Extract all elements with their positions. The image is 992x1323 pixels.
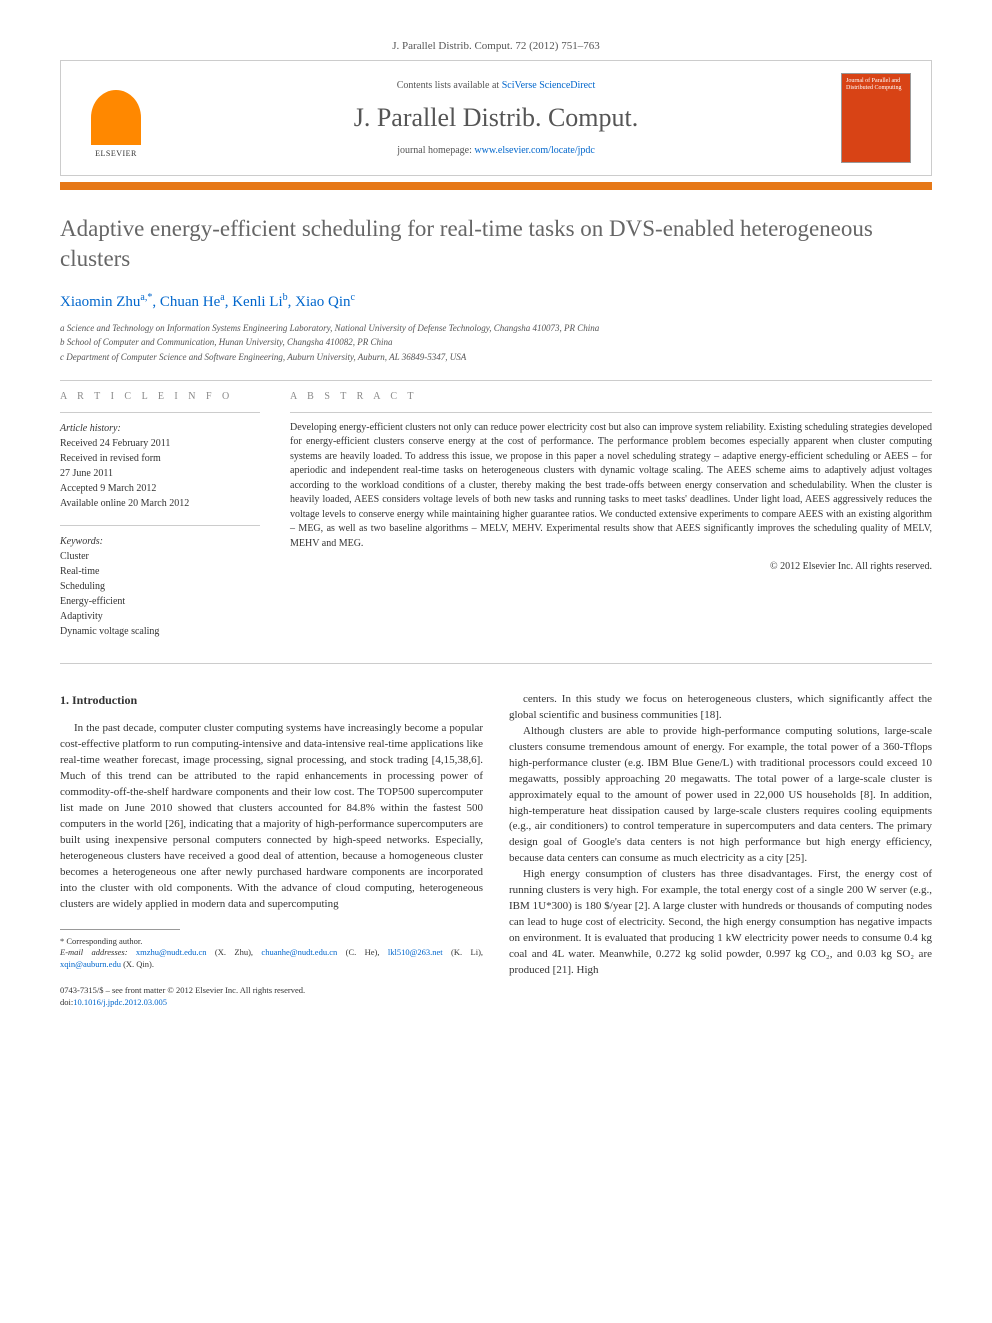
- history-label: Article history:: [60, 421, 260, 436]
- divider-line: [60, 663, 932, 664]
- footnotes-block: * Corresponding author. E-mail addresses…: [60, 936, 483, 972]
- history-line: Accepted 9 March 2012: [60, 481, 260, 496]
- keyword: Energy-efficient: [60, 594, 260, 609]
- affiliations-block: a Science and Technology on Information …: [60, 321, 932, 364]
- homepage-link[interactable]: www.elsevier.com/locate/jpdc: [474, 145, 594, 156]
- email-addresses-line: E-mail addresses: xmzhu@nudt.edu.cn (X. …: [60, 947, 483, 971]
- keyword: Cluster: [60, 549, 260, 564]
- contents-prefix: Contents lists available at: [397, 80, 502, 91]
- abstract-copyright: © 2012 Elsevier Inc. All rights reserved…: [290, 561, 932, 572]
- left-column: 1. Introduction In the past decade, comp…: [60, 692, 483, 1009]
- journal-header: ELSEVIER Contents lists available at Sci…: [60, 60, 932, 176]
- keywords-block: Keywords: Cluster Real-time Scheduling E…: [60, 525, 260, 639]
- corresponding-author-note: * Corresponding author.: [60, 936, 483, 948]
- front-matter-line: 0743-7315/$ – see front matter © 2012 El…: [60, 985, 483, 997]
- body-paragraph: centers. In this study we focus on heter…: [509, 692, 932, 724]
- keyword: Dynamic voltage scaling: [60, 624, 260, 639]
- right-column: centers. In this study we focus on heter…: [509, 692, 932, 1009]
- header-center: Contents lists available at SciVerse Sci…: [151, 80, 841, 156]
- affiliation-line: a Science and Technology on Information …: [60, 321, 932, 335]
- email-who: (X. Zhu): [215, 947, 251, 957]
- affiliation-line: b School of Computer and Communication, …: [60, 335, 932, 349]
- author-affil-sup: c: [351, 292, 355, 303]
- author-name[interactable]: Chuan He: [160, 294, 220, 310]
- body-paragraph: High energy consumption of clusters has …: [509, 867, 932, 979]
- body-paragraph: Although clusters are able to provide hi…: [509, 724, 932, 867]
- keywords-label: Keywords:: [60, 534, 260, 549]
- abstract-heading: A B S T R A C T: [290, 391, 932, 402]
- homepage-line: journal homepage: www.elsevier.com/locat…: [171, 145, 821, 156]
- body-paragraph: In the past decade, computer cluster com…: [60, 721, 483, 912]
- contents-available-line: Contents lists available at SciVerse Sci…: [171, 80, 821, 91]
- author-affil-sup: a: [220, 292, 224, 303]
- email-label: E-mail addresses:: [60, 947, 128, 957]
- keyword: Adaptivity: [60, 609, 260, 624]
- elsevier-logo: ELSEVIER: [81, 78, 151, 158]
- keyword: Real-time: [60, 564, 260, 579]
- doi-link[interactable]: 10.1016/j.jpdc.2012.03.005: [73, 997, 167, 1007]
- author-name[interactable]: Kenli Li: [232, 294, 282, 310]
- affiliation-line: c Department of Computer Science and Sof…: [60, 350, 932, 364]
- journal-cover-thumbnail: Journal of Parallel and Distributed Comp…: [841, 73, 911, 163]
- article-info-column: A R T I C L E I N F O Article history: R…: [60, 391, 260, 653]
- email-link[interactable]: lkl510@263.net: [388, 947, 443, 957]
- article-history-block: Article history: Received 24 February 20…: [60, 412, 260, 511]
- article-info-heading: A R T I C L E I N F O: [60, 391, 260, 402]
- author-list: Xiaomin Zhua,*, Chuan Hea, Kenli Lib, Xi…: [60, 292, 932, 311]
- email-who: (X. Qin): [123, 959, 152, 969]
- author-name[interactable]: Xiaomin Zhu: [60, 294, 140, 310]
- keyword: Scheduling: [60, 579, 260, 594]
- email-link[interactable]: xmzhu@nudt.edu.cn: [136, 947, 207, 957]
- abstract-text: Developing energy-efficient clusters not…: [290, 412, 932, 552]
- history-line: Received 24 February 2011: [60, 436, 260, 451]
- abstract-column: A B S T R A C T Developing energy-effici…: [290, 391, 932, 653]
- citation-line: J. Parallel Distrib. Comput. 72 (2012) 7…: [60, 40, 932, 52]
- doi-prefix: doi:: [60, 997, 73, 1007]
- homepage-prefix: journal homepage:: [397, 145, 474, 156]
- doi-block: 0743-7315/$ – see front matter © 2012 El…: [60, 985, 483, 1009]
- section-1-heading: 1. Introduction: [60, 692, 483, 709]
- doi-line: doi:10.1016/j.jpdc.2012.03.005: [60, 997, 483, 1009]
- email-who: (K. Li): [451, 947, 481, 957]
- divider-line: [60, 380, 932, 381]
- email-link[interactable]: xqin@auburn.edu: [60, 959, 121, 969]
- orange-divider-bar: [60, 182, 932, 190]
- history-line: Received in revised form: [60, 451, 260, 466]
- elsevier-tree-icon: [91, 90, 141, 145]
- paper-title: Adaptive energy-efficient scheduling for…: [60, 214, 932, 274]
- author-affil-sup: b: [283, 292, 288, 303]
- cover-title-text: Journal of Parallel and Distributed Comp…: [846, 78, 906, 92]
- body-two-column: 1. Introduction In the past decade, comp…: [60, 692, 932, 1009]
- elsevier-label: ELSEVIER: [95, 149, 137, 158]
- footnote-separator: [60, 929, 180, 930]
- journal-title: J. Parallel Distrib. Comput.: [171, 103, 821, 133]
- email-link[interactable]: chuanhe@nudt.edu.cn: [261, 947, 337, 957]
- history-line: Available online 20 March 2012: [60, 496, 260, 511]
- sciencedirect-link[interactable]: SciVerse ScienceDirect: [502, 80, 596, 91]
- author-affil-sup: a,*: [140, 292, 152, 303]
- author-name[interactable]: Xiao Qin: [295, 294, 350, 310]
- history-line: 27 June 2011: [60, 466, 260, 481]
- email-who: (C. He): [346, 947, 378, 957]
